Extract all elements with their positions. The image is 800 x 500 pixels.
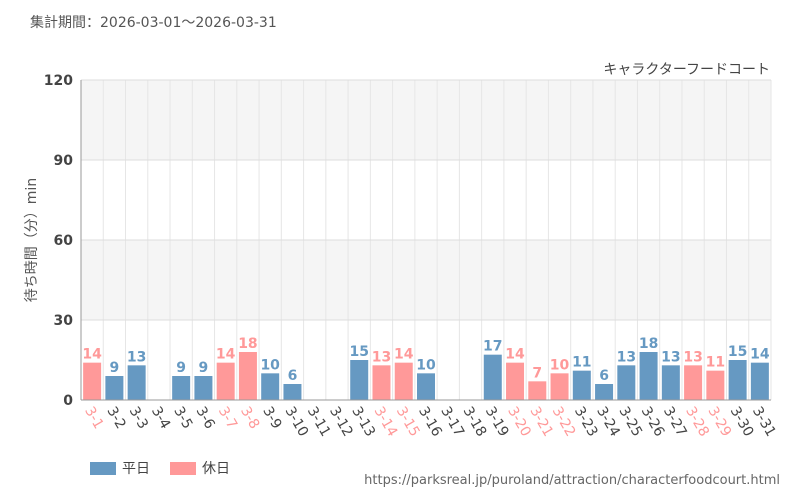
bar: [639, 352, 658, 400]
x-tick-label: 3-6: [192, 404, 217, 432]
x-tick-label: 3-8: [237, 404, 262, 432]
bar: [483, 354, 502, 400]
data-label: 7: [532, 365, 542, 381]
bar: [750, 362, 769, 400]
bar: [83, 362, 102, 400]
plot-band: [81, 160, 771, 240]
data-label: 11: [572, 355, 591, 371]
data-label: 6: [288, 368, 298, 384]
x-tick-label: 3-4: [148, 404, 173, 432]
x-tick-label: 3-7: [215, 404, 240, 432]
legend-label-weekday: 平日: [122, 461, 150, 477]
bars: [83, 352, 769, 400]
bar: [172, 376, 191, 400]
x-tick-label: 3-9: [259, 404, 284, 432]
bar: [706, 370, 725, 400]
data-label: 13: [372, 349, 391, 365]
chart-title: キャラクターフードコート: [603, 62, 770, 78]
bar: [572, 370, 591, 400]
data-label: 9: [199, 360, 209, 376]
legend-swatch-weekday: [90, 461, 116, 475]
data-label: 13: [127, 349, 146, 365]
legend-item-weekday: 平日: [90, 458, 150, 478]
data-label: 10: [260, 357, 280, 373]
data-label: 18: [238, 336, 257, 352]
bar: [127, 365, 146, 400]
data-label: 13: [683, 349, 702, 365]
bar: [194, 376, 213, 400]
data-label: 10: [550, 357, 570, 373]
legend-item-holiday: 休日: [170, 458, 230, 478]
y-tick-label: 30: [54, 313, 74, 329]
bar: [372, 365, 391, 400]
bar: [350, 360, 369, 400]
x-tick-label: 3-3: [126, 404, 151, 432]
bar: [728, 360, 747, 400]
y-tick-label: 90: [54, 153, 74, 169]
legend-label-holiday: 休日: [202, 461, 230, 477]
bar: [261, 373, 280, 400]
data-label: 14: [394, 347, 414, 363]
legend-swatch-holiday: [170, 461, 196, 475]
plot-band: [81, 240, 771, 320]
bar: [105, 376, 124, 400]
bar: [238, 352, 257, 400]
bar: [595, 384, 614, 400]
data-label: 13: [661, 349, 680, 365]
period-label: 集計期間：2026-03-01～2026-03-31: [30, 15, 277, 31]
x-tick-label: 3-1: [81, 404, 106, 432]
bar: [394, 362, 413, 400]
bar: [528, 381, 547, 400]
data-label: 17: [483, 339, 502, 355]
x-tick-label: 3-31: [749, 404, 779, 440]
bar: [417, 373, 435, 400]
data-label: 14: [750, 347, 770, 363]
bar: [617, 365, 636, 400]
y-tick-label: 0: [63, 393, 73, 409]
bar: [661, 365, 680, 400]
bar: [216, 362, 235, 400]
data-label: 14: [216, 347, 236, 363]
y-tick-label: 60: [54, 233, 74, 249]
source-url: https://parksreal.jp/puroland/attraction…: [364, 473, 780, 488]
data-label: 14: [82, 347, 102, 363]
legend: 平日 休日: [90, 458, 250, 478]
data-label: 13: [617, 349, 636, 365]
data-label: 15: [349, 344, 368, 360]
data-label: 15: [728, 344, 747, 360]
bar: [684, 365, 703, 400]
data-label: 14: [505, 347, 525, 363]
bar: [283, 384, 302, 400]
bar: [550, 373, 569, 400]
bar: [506, 362, 525, 400]
y-tick-label: 120: [44, 73, 73, 89]
data-label: 9: [176, 360, 186, 376]
data-label: 10: [416, 357, 436, 373]
plot-band: [81, 80, 771, 160]
y-axis-label: 待ち時間（分）min: [24, 178, 40, 302]
x-tick-label: 3-5: [170, 404, 195, 432]
data-label: 9: [110, 360, 120, 376]
data-label: 11: [706, 355, 725, 371]
data-label: 6: [599, 368, 609, 384]
data-label: 18: [639, 336, 658, 352]
x-tick-label: 3-2: [103, 404, 128, 432]
